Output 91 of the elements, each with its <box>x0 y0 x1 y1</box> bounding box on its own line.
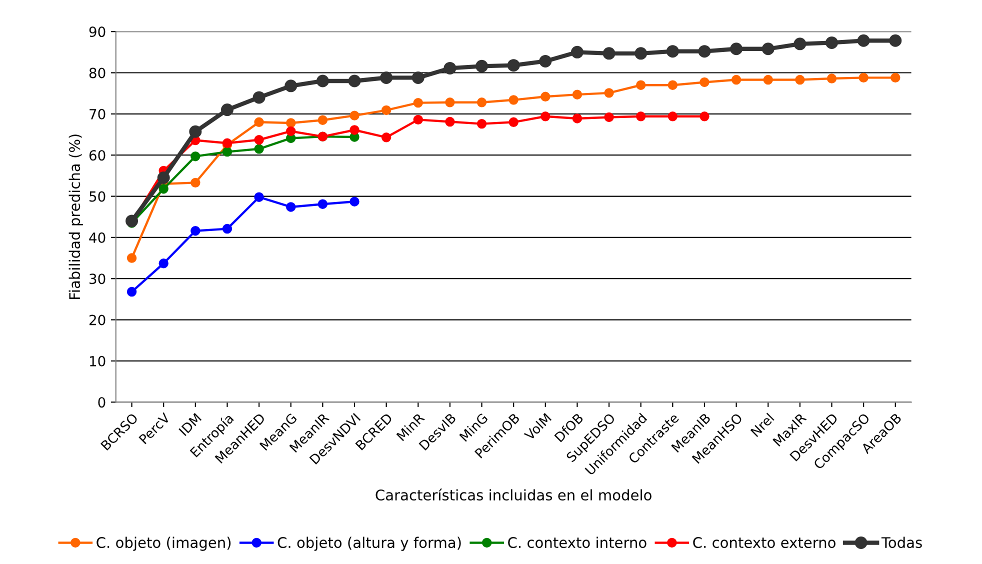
y-axis-title: Fiabilidad predicha (%) <box>68 134 83 299</box>
point <box>763 74 773 85</box>
point <box>286 118 296 128</box>
point <box>570 46 584 58</box>
y-tick-label: 40 <box>89 232 106 243</box>
point <box>794 38 806 50</box>
point <box>413 114 423 125</box>
point <box>286 202 296 212</box>
point <box>381 105 392 116</box>
point <box>668 112 678 122</box>
point <box>348 74 361 88</box>
point <box>698 45 711 58</box>
point <box>380 71 393 84</box>
point <box>445 98 455 108</box>
point <box>666 45 679 58</box>
x-axis-title: Características incluidas en el modelo <box>376 488 652 501</box>
point <box>602 47 616 60</box>
point <box>444 62 456 74</box>
point <box>254 135 264 145</box>
point <box>731 74 742 85</box>
point <box>634 47 648 60</box>
point <box>254 192 264 202</box>
y-tick-label: 50 <box>90 191 106 202</box>
point <box>508 95 518 105</box>
point <box>412 71 424 84</box>
point <box>190 226 200 236</box>
point <box>539 54 552 68</box>
point <box>540 92 550 102</box>
point <box>381 132 392 142</box>
point <box>604 112 614 122</box>
point <box>826 36 838 49</box>
point <box>730 42 743 56</box>
point <box>476 60 488 72</box>
y-tick-label: 30 <box>90 274 106 284</box>
y-tick-label: 20 <box>90 314 106 326</box>
point <box>636 112 646 122</box>
point <box>350 110 360 120</box>
point <box>507 59 520 72</box>
point <box>540 112 550 122</box>
point <box>220 104 234 116</box>
point <box>668 80 678 90</box>
y-tick-label: 10 <box>90 356 106 366</box>
point <box>572 114 582 124</box>
legend-label: C. objeto (altura y forma) <box>278 536 461 551</box>
point <box>189 125 202 138</box>
point <box>126 286 137 297</box>
point <box>413 98 423 108</box>
point <box>889 34 902 47</box>
point <box>890 72 900 83</box>
point <box>254 117 264 128</box>
y-tick-label: 80 <box>89 68 106 78</box>
point <box>700 112 710 122</box>
point <box>350 196 360 206</box>
point <box>318 115 328 125</box>
legend-label: Todas <box>881 536 922 548</box>
y-tick-label: 70 <box>90 108 106 120</box>
legend-label: C. contexto externo <box>693 537 836 548</box>
point <box>316 74 329 88</box>
point <box>222 224 232 234</box>
point <box>858 72 868 83</box>
point <box>158 258 168 268</box>
point <box>604 88 614 98</box>
point <box>762 42 774 56</box>
point <box>572 90 582 100</box>
point <box>252 91 266 104</box>
point <box>636 80 646 90</box>
point <box>318 199 328 209</box>
point <box>826 74 837 84</box>
point <box>157 171 170 184</box>
point <box>126 214 138 228</box>
y-tick-label: 60 <box>89 150 106 161</box>
point <box>222 146 232 157</box>
legend-label: C. contexto interno <box>508 536 646 548</box>
point <box>190 178 200 188</box>
point <box>350 125 360 135</box>
point <box>286 126 296 136</box>
point <box>508 117 518 128</box>
y-tick-label: 90 <box>89 26 106 38</box>
point <box>254 144 264 154</box>
point <box>190 151 200 162</box>
y-tick-label: 0 <box>98 397 106 408</box>
point <box>476 118 487 129</box>
legend-label: C. objeto (imagen) <box>96 536 231 551</box>
point <box>445 116 455 127</box>
point <box>857 34 870 47</box>
point <box>158 184 168 194</box>
point <box>795 74 805 85</box>
point <box>284 80 298 92</box>
point <box>476 98 487 108</box>
point <box>126 253 137 263</box>
point <box>700 77 710 88</box>
